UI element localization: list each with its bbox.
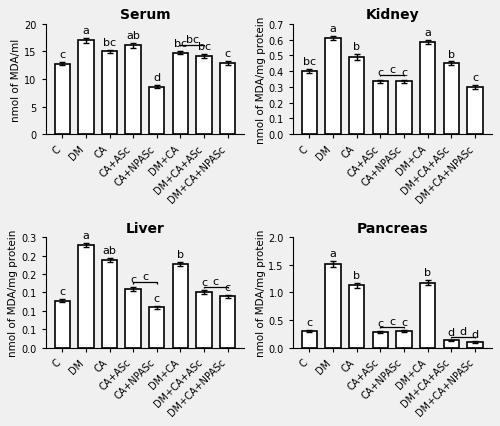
Text: c: c: [142, 272, 148, 282]
Text: b: b: [353, 42, 360, 52]
Text: bc: bc: [103, 37, 116, 48]
Text: c: c: [389, 65, 396, 75]
Bar: [302, 72, 317, 135]
Text: c: c: [472, 73, 478, 83]
Bar: [196, 292, 212, 348]
Bar: [220, 296, 236, 348]
Bar: [349, 286, 364, 348]
Bar: [54, 301, 70, 348]
Bar: [78, 245, 94, 348]
Bar: [326, 39, 341, 135]
Bar: [149, 87, 164, 135]
Text: bc: bc: [174, 39, 187, 49]
Text: c: c: [59, 50, 66, 60]
Text: c: c: [378, 319, 384, 328]
Y-axis label: nmol of MDA/mg protein: nmol of MDA/mg protein: [256, 16, 266, 143]
Title: Serum: Serum: [120, 9, 170, 22]
Text: d: d: [448, 327, 455, 337]
Bar: [102, 52, 117, 135]
Bar: [420, 283, 436, 348]
Text: c: c: [389, 316, 396, 326]
Bar: [149, 308, 164, 348]
Y-axis label: nmol of MDA/mg protein: nmol of MDA/mg protein: [8, 229, 18, 356]
Text: c: c: [59, 286, 66, 296]
Y-axis label: nmol of MDA/mg protein: nmol of MDA/mg protein: [256, 229, 266, 356]
Text: c: c: [306, 317, 312, 327]
Title: Liver: Liver: [126, 222, 164, 235]
Y-axis label: nmol of MDA/ml: nmol of MDA/ml: [12, 38, 22, 121]
Bar: [420, 43, 436, 135]
Text: c: c: [401, 317, 407, 328]
Text: b: b: [424, 268, 431, 277]
Bar: [468, 88, 482, 135]
Bar: [173, 264, 188, 348]
Text: c: c: [213, 276, 219, 286]
Text: a: a: [330, 248, 336, 258]
Bar: [326, 264, 341, 348]
Text: a: a: [330, 24, 336, 35]
Bar: [396, 82, 411, 135]
Text: ab: ab: [102, 246, 117, 256]
Bar: [396, 331, 411, 348]
Bar: [349, 58, 364, 135]
Text: c: c: [154, 293, 160, 303]
Text: b: b: [448, 49, 455, 60]
Text: a: a: [424, 28, 431, 38]
Text: c: c: [201, 277, 207, 288]
Text: d: d: [472, 329, 478, 339]
Bar: [302, 331, 317, 348]
Bar: [468, 342, 482, 348]
Text: c: c: [224, 282, 231, 292]
Title: Kidney: Kidney: [366, 9, 419, 22]
Text: c: c: [130, 275, 136, 285]
Text: bc: bc: [198, 42, 210, 52]
Text: d: d: [153, 73, 160, 83]
Text: b: b: [353, 270, 360, 280]
Text: c: c: [378, 68, 384, 78]
Text: c: c: [224, 49, 231, 59]
Bar: [126, 289, 141, 348]
Bar: [444, 64, 459, 135]
Text: ab: ab: [126, 32, 140, 41]
Bar: [78, 41, 94, 135]
Bar: [102, 261, 117, 348]
Bar: [173, 53, 188, 135]
Title: Pancreas: Pancreas: [356, 222, 428, 235]
Bar: [372, 332, 388, 348]
Text: bc: bc: [186, 35, 199, 45]
Bar: [126, 46, 141, 135]
Text: d: d: [460, 326, 466, 336]
Bar: [444, 341, 459, 348]
Text: b: b: [177, 250, 184, 259]
Text: c: c: [401, 68, 407, 78]
Bar: [196, 57, 212, 135]
Text: a: a: [82, 26, 89, 36]
Bar: [54, 64, 70, 135]
Text: bc: bc: [303, 57, 316, 67]
Bar: [372, 82, 388, 135]
Bar: [220, 64, 236, 135]
Text: a: a: [82, 230, 89, 240]
